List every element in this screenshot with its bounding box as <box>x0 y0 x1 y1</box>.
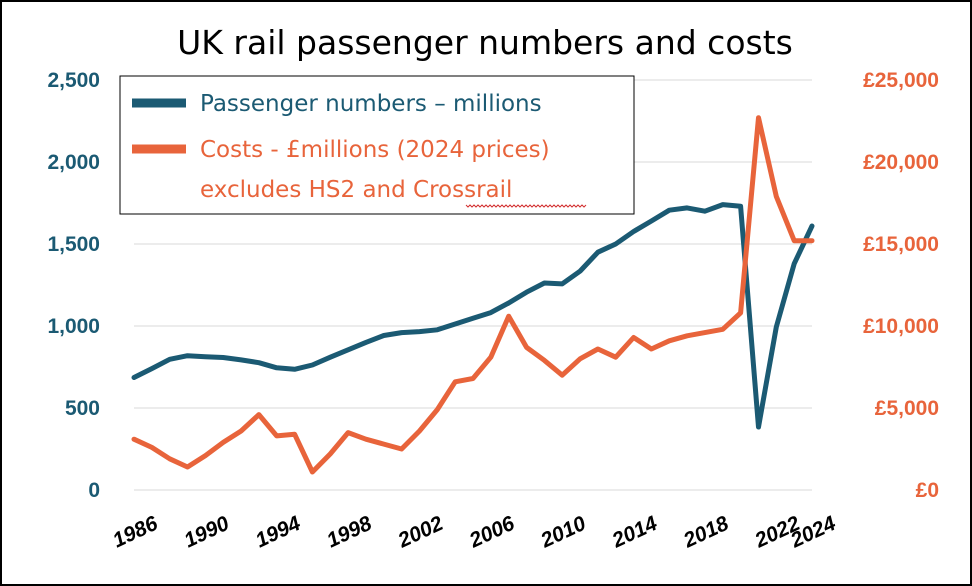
legend-box <box>119 75 635 215</box>
y-left-tick-label: 500 <box>65 397 100 420</box>
y-axis-right: £0 £5,000 £10,000 £15,000 £20,000 £25,000 <box>863 69 939 502</box>
y-left-tick-label: 1,500 <box>47 233 100 256</box>
legend-label-costs-line1: Costs - £millions (2024 prices) <box>200 137 550 163</box>
y-left-tick-label: 2,500 <box>47 69 100 92</box>
x-tick-label: 1986 <box>109 512 161 553</box>
x-tick-label: 2010 <box>537 512 590 553</box>
x-tick-label: 1990 <box>181 512 233 553</box>
x-tick-label: 2014 <box>608 512 661 553</box>
y-right-tick-label: £15,000 <box>863 233 939 256</box>
y-left-tick-label: 0 <box>88 479 100 502</box>
y-axis-left: 0 500 1,000 1,500 2,000 2,500 <box>47 69 100 502</box>
y-right-tick-label: £25,000 <box>863 69 939 92</box>
chart-title: UK rail passenger numbers and costs <box>177 23 793 62</box>
x-tick-label: 1994 <box>252 512 304 553</box>
series-line-passengers <box>131 202 815 430</box>
x-axis: 1986 1990 1994 1998 2002 2006 2010 2014 2018 2022… <box>109 512 839 553</box>
x-tick-label: 1998 <box>323 512 375 553</box>
y-right-tick-label: £5,000 <box>875 397 939 420</box>
x-tick-label: 2018 <box>679 512 732 553</box>
legend: Passenger numbers – millions Costs - £mi… <box>119 75 635 215</box>
series-line-costs <box>131 115 815 475</box>
x-tick-label: 2006 <box>465 512 518 553</box>
spellcheck-underline <box>465 204 587 208</box>
y-right-tick-label: £0 <box>916 479 939 502</box>
y-right-tick-label: £20,000 <box>863 151 939 174</box>
y-left-tick-label: 2,000 <box>47 151 100 174</box>
y-right-tick-label: £10,000 <box>863 315 939 338</box>
legend-label-passengers: Passenger numbers – millions <box>200 91 542 117</box>
legend-label-costs-line2: excludes HS2 and Crossrail <box>200 177 512 203</box>
y-left-tick-label: 1,000 <box>47 315 100 338</box>
series-lines <box>131 115 815 475</box>
x-tick-label: 2002 <box>394 512 447 553</box>
